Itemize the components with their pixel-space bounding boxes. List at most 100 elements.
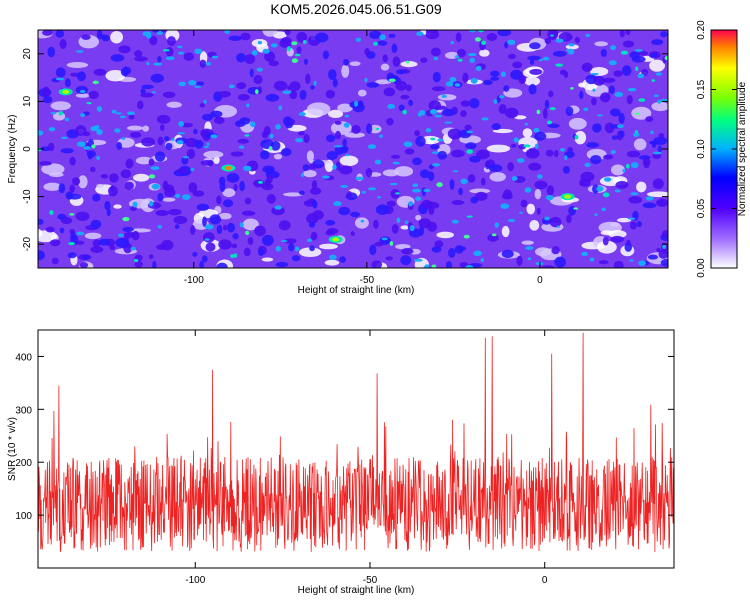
heatmap-spot [280,240,288,243]
heatmap-mid-blob [386,200,396,207]
heatmap-spot [322,175,330,179]
heatmap-mid-blob [199,103,205,108]
heatmap-mid-blob [339,165,353,175]
heatmap-spot [275,245,282,252]
heatmap-mid-blob [201,113,214,121]
heatmap-mid-blob [451,199,465,206]
colorbar: 0.00 0.05 0.10 0.15 0.20 Normalized spectral… [696,20,748,278]
heatmap-mid-blob [58,183,66,194]
heatmap-mid-blob [568,205,576,216]
heatmap-mid-blob [38,250,45,261]
heatmap-spot [228,84,235,89]
heatmap-mid-blob [261,234,274,246]
heatmap-spot [194,48,203,54]
heatmap-mid-blob [346,190,353,198]
heatmap-mid-blob [510,69,523,80]
heatmap-spot [650,130,654,135]
heatmap-mid-blob [374,242,384,247]
heatmap-spot [355,176,365,181]
heatmap-spot [614,91,624,98]
heatmap-spot [454,55,459,59]
heatmap-mid-blob [279,39,292,48]
heatmap-mid-blob [592,184,600,194]
heatmap-spot [524,122,529,126]
heatmap-mid-blob [651,39,664,46]
heatmap-mid-blob [258,248,264,257]
heatmap-mid-blob [470,196,479,204]
heatmap-mid-blob [280,148,292,157]
heatmap-spot [412,188,421,193]
heatmap-bright-spot [431,264,437,268]
heatmap-mid-blob [636,221,642,228]
y-tick-label: 400 [15,352,32,363]
heatmap-low-blob [133,173,150,182]
heatmap-spot [568,43,575,47]
heatmap-mid-blob [268,60,279,67]
heatmap-mid-blob [592,123,602,133]
heatmap-mid-blob [611,135,619,140]
heatmap-low-blob [469,188,491,194]
heatmap-low-blob [400,61,418,68]
heatmap-peak-core [332,237,340,242]
snr-y-ticks: 100 200 300 400 [15,352,674,522]
heatmap-spot [630,162,639,169]
heatmap-mid-blob [289,81,301,92]
heatmap-spot [275,124,281,130]
heatmap-mid-blob [303,58,308,65]
heatmap-mid-blob [404,148,415,155]
heatmap-spot [345,153,350,157]
heatmap-mid-blob [503,85,510,92]
heatmap-mid-blob [141,84,154,90]
heatmap-mid-blob [192,251,198,257]
heatmap-mid-blob [458,187,463,196]
heatmap-spot [567,48,575,55]
heatmap-spot [627,217,636,220]
heatmap-spot [379,34,386,41]
heatmap-mid-blob [141,137,156,147]
heatmap-bright-spot [405,60,410,64]
heatmap-mid-blob [181,156,189,165]
heatmap-spot [239,222,244,228]
heatmap-mid-blob [59,39,67,50]
heatmap-mid-blob [501,193,513,200]
heatmap-mid-blob [544,37,552,45]
heatmap-mid-blob [168,208,182,216]
heatmap-mid-blob [322,50,330,60]
heatmap-spot [121,137,126,140]
heatmap-mid-blob [136,100,144,110]
heatmap-spot [156,31,164,35]
heatmap-spot [157,224,163,229]
heatmap-spot [460,178,468,185]
heatmap-mid-blob [148,158,155,166]
heatmap-mid-blob [419,169,430,179]
heatmap-low-blob [633,138,647,151]
heatmap-bright-spot [474,37,481,42]
heatmap-spot [423,265,430,268]
heatmap-mid-blob [308,163,318,170]
heatmap-mid-blob [457,246,467,251]
heatmap-mid-blob [157,55,162,63]
heatmap-bright-spot [620,50,629,55]
heatmap-spot [450,41,455,45]
heatmap-mid-blob [660,258,668,267]
heatmap-mid-blob [201,255,208,263]
heatmap-mid-blob [236,82,247,90]
heatmap-spot [205,61,211,66]
heatmap-mid-blob [326,227,339,235]
heatmap-spot [590,72,599,76]
heatmap-spot [153,62,163,66]
heatmap-mid-blob [483,79,493,86]
heatmap-spot [165,56,175,61]
heatmap-mid-blob [205,242,216,252]
heatmap-spot [360,219,365,223]
heatmap-spot [413,258,423,262]
heatmap-mid-blob [534,180,548,190]
heatmap-mid-blob [615,180,629,189]
heatmap-bright-spot [550,34,554,37]
heatmap-spot [146,33,152,39]
heatmap-low-blob [66,62,89,68]
heatmap-low-blob [608,230,627,239]
x-tick-label: -50 [363,575,378,586]
heatmap-mid-blob [88,90,99,100]
snr-x-ticks: -100 -50 0 [185,330,548,586]
